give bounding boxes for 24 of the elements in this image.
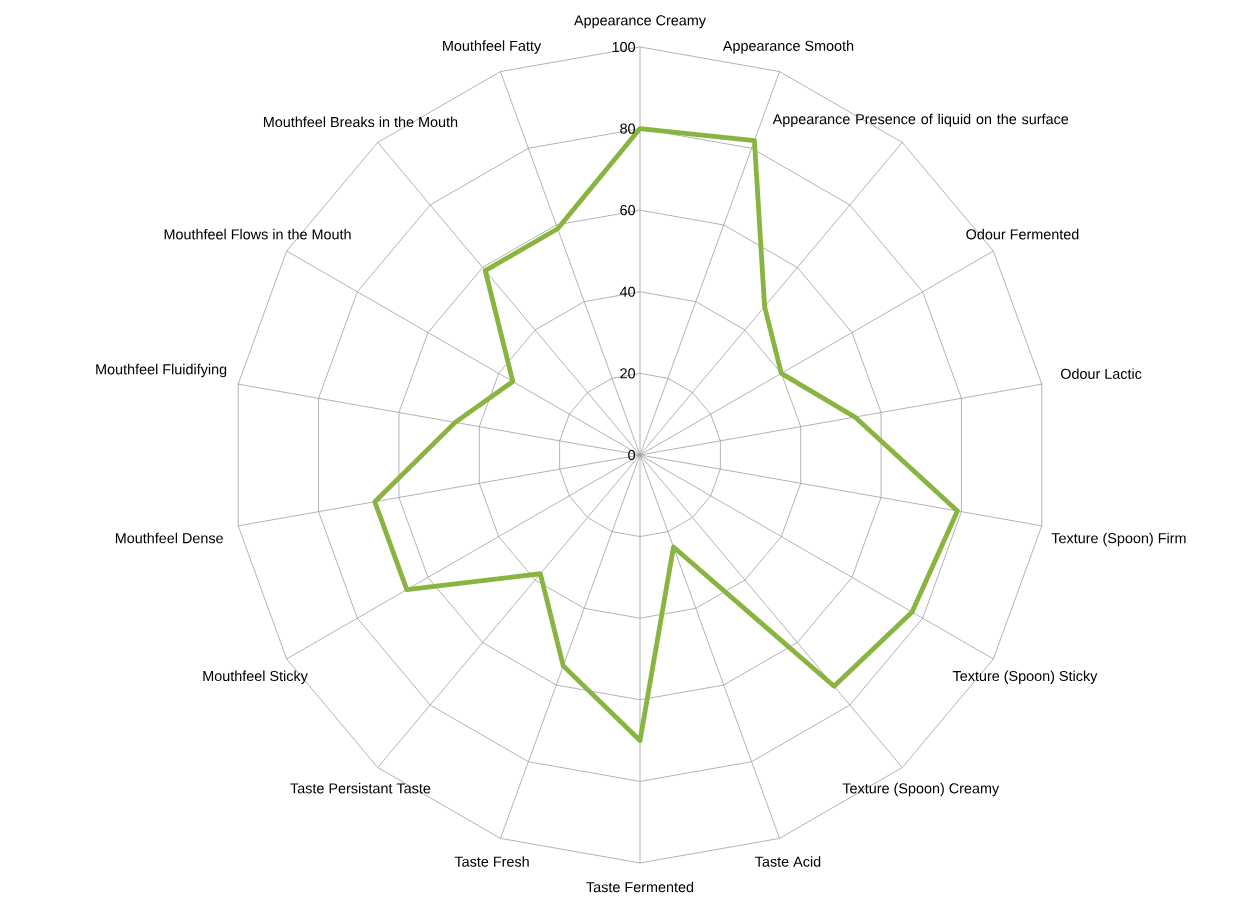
- y-tick-label: 80: [620, 123, 636, 134]
- y-tick-label: 40: [619, 286, 636, 297]
- spoke-label: Taste Fermented: [586, 881, 694, 893]
- y-tick-label: 60: [620, 205, 636, 216]
- y-tick-label: 0: [628, 449, 636, 461]
- spoke-label: Taste Persistant Taste: [290, 782, 431, 794]
- spoke-label: Mouthfeel Fatty: [443, 40, 542, 54]
- spoke-label: Odour Fermented: [966, 228, 1079, 240]
- spoke-label: Texture (Spoon) Creamy: [842, 782, 1000, 797]
- spoke-label: Texture (Spoon) Firm: [1051, 532, 1186, 547]
- spoke-label: Texture (Spoon) Sticky: [952, 670, 1098, 684]
- spoke-label: Taste Acid: [755, 856, 821, 867]
- spoke-label: Mouthfeel Flows in the Mouth: [164, 228, 351, 240]
- y-tick-label: 100: [612, 41, 636, 53]
- spoke-label: Appearance Smooth: [722, 40, 854, 54]
- spoke-label: Mouthfeel Fluidifying: [96, 363, 227, 378]
- spoke-label: Odour Lactic: [1060, 368, 1142, 379]
- spoke-label: Appearance Presence of liquid on the surface: [772, 113, 1069, 128]
- spoke-label: Appearance Creamy: [574, 15, 706, 29]
- y-tick-label: 20: [620, 368, 636, 379]
- spoke-label: Mouthfeel Breaks in the Mouth: [263, 116, 458, 128]
- spoke-label: Taste Fresh: [454, 856, 529, 867]
- spoke-label: Mouthfeel Dense: [115, 532, 223, 544]
- spoke-label: Mouthfeel Sticky: [203, 670, 308, 684]
